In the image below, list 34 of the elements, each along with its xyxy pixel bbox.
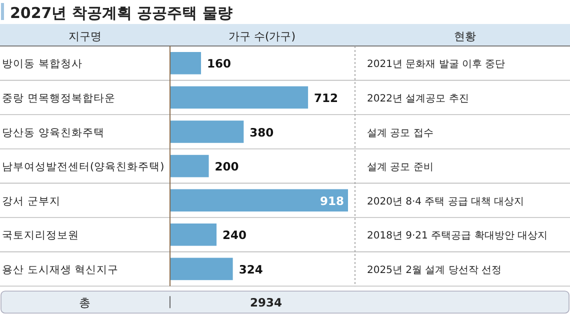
data-label: 160: [207, 56, 232, 71]
text: 2021년 문화재 발굴 이후 중단: [367, 59, 506, 70]
data-label: 324: [238, 262, 263, 276]
y-tick-label: 방이동 복합청사: [2, 58, 82, 70]
y-tick-label: 당산동 양육친화주택: [2, 126, 104, 139]
data-label: 380: [250, 125, 274, 140]
y-tick-label: 남부여성발전센터(양육친화주택): [2, 161, 164, 174]
data-label: 918: [320, 194, 344, 208]
y-tick-label: 강서 군부지: [2, 195, 60, 208]
text: 총: [79, 296, 91, 310]
bar: [170, 86, 308, 109]
text: 2018년 9·21 주택공급 확대방안 대상지: [367, 230, 548, 242]
x-axis-title: 가구 수(가구): [228, 30, 296, 43]
y-tick-label: 중랑 면목행정복합타운: [2, 92, 116, 104]
chart-title: 2027년 착공계획 공공주택 물량: [10, 4, 232, 22]
y-tick-label: 용산 도시재생 혁신지구: [2, 264, 119, 276]
text: 현황: [454, 30, 476, 43]
bar: [170, 52, 202, 74]
y-tick-label: 국토지리정보원: [2, 230, 79, 242]
text: 2934: [250, 296, 282, 310]
data-label: 240: [222, 228, 247, 242]
y-axis-title: 지구명: [68, 30, 102, 43]
bar: [170, 120, 244, 143]
text: 설계 공모 준비: [367, 162, 434, 174]
text: 2025년 2월 설계 당선작 선정: [367, 264, 502, 276]
bar: [170, 224, 217, 246]
text: 2022년 설계공모 추진: [367, 93, 469, 104]
bar: [170, 189, 348, 212]
data-label: 712: [314, 90, 338, 105]
bar: [170, 154, 209, 178]
data-label: 200: [214, 160, 239, 174]
text: 설계 공모 접수: [367, 128, 434, 139]
bar: [170, 258, 233, 280]
text: 2020년 8·4 주택 공급 대책 대상지: [367, 196, 524, 208]
